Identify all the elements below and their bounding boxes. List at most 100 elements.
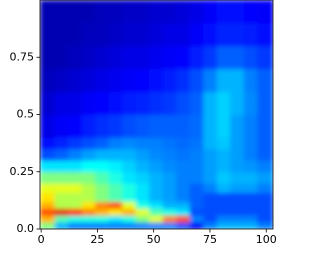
heatmap-cell <box>162 68 177 93</box>
y-tick-label: 0.75 <box>10 50 35 63</box>
heatmap-cell <box>243 137 258 150</box>
heatmap-cell <box>54 22 69 47</box>
heatmap-cell <box>108 201 123 209</box>
heatmap-cell <box>257 22 273 47</box>
heatmap-cell <box>149 192 164 203</box>
heatmap-cell <box>40 91 56 115</box>
heatmap-cell <box>40 201 56 209</box>
heatmap-cell <box>68 22 83 47</box>
heatmap-cell <box>176 215 191 223</box>
heatmap-cell <box>149 160 164 173</box>
heatmap-cell <box>203 160 218 173</box>
heatmap-cell <box>95 183 110 193</box>
heatmap-cell <box>135 91 150 115</box>
heatmap-cell <box>230 183 245 193</box>
heatmap-cell <box>189 222 204 229</box>
heatmap-cell <box>216 68 231 93</box>
heatmap-cell <box>54 208 69 216</box>
heatmap-cell <box>162 222 177 229</box>
heatmap-cell <box>203 68 218 93</box>
heatmap-cell <box>81 91 96 115</box>
heatmap-cell <box>95 45 110 70</box>
heatmap-cell <box>40 137 56 150</box>
heatmap-cell <box>216 114 231 138</box>
heatmap-cell <box>81 68 96 93</box>
heatmap-cell <box>257 91 273 115</box>
heatmap-cell <box>108 68 123 93</box>
heatmap-cell <box>54 0 69 24</box>
heatmap-cell <box>40 160 56 173</box>
heatmap-cell <box>122 148 137 161</box>
heatmap-cell <box>162 22 177 47</box>
heatmap-cell <box>54 183 69 193</box>
heatmap-cell <box>176 0 191 24</box>
heatmap-cell <box>108 137 123 150</box>
heatmap-cell <box>149 201 164 209</box>
heatmap-cell <box>162 192 177 203</box>
heatmap-cell <box>40 192 56 203</box>
heatmap-cell <box>81 0 96 24</box>
heatmap-cell <box>216 222 231 229</box>
heatmap-cell <box>95 137 110 150</box>
heatmap-cell <box>40 22 56 47</box>
heatmap-cell <box>203 137 218 150</box>
heatmap-cell <box>189 201 204 209</box>
heatmap-cell <box>149 222 164 229</box>
heatmap-cell <box>149 171 164 184</box>
heatmap-cell <box>149 148 164 161</box>
heatmap-cell <box>108 192 123 203</box>
heatmap-cell <box>68 137 83 150</box>
heatmap-cell <box>176 208 191 216</box>
heatmap-cell <box>54 201 69 209</box>
heatmap-cell <box>122 114 137 138</box>
heatmap-cell <box>189 183 204 193</box>
heatmap-cell <box>257 208 273 216</box>
heatmap-cell <box>243 148 258 161</box>
heatmap-cell <box>54 45 69 70</box>
heatmap-cell <box>149 137 164 150</box>
heatmap-cell <box>108 114 123 138</box>
heatmap-cell <box>108 22 123 47</box>
heatmap-cell <box>230 208 245 216</box>
heatmap-cell <box>230 222 245 229</box>
heatmap-cell <box>135 45 150 70</box>
heatmap-cell <box>149 22 164 47</box>
heatmap-cell <box>135 160 150 173</box>
heatmap-cell <box>122 45 137 70</box>
heatmap-cell <box>216 91 231 115</box>
heatmap-cell <box>95 171 110 184</box>
heatmap-cell <box>257 222 273 229</box>
heatmap-cell <box>243 45 258 70</box>
heatmap-cell <box>176 183 191 193</box>
heatmap-cell <box>162 215 177 223</box>
heatmap-cell <box>257 45 273 70</box>
heatmap-cell <box>68 208 83 216</box>
heatmap-cell <box>189 45 204 70</box>
heatmap-cell <box>257 183 273 193</box>
heatmap-cell <box>243 91 258 115</box>
heatmap-cell <box>243 183 258 193</box>
heatmap-cell <box>162 201 177 209</box>
heatmap-cell <box>203 183 218 193</box>
heatmap-cell <box>135 201 150 209</box>
heatmap-cell <box>176 22 191 47</box>
heatmap-cell <box>68 171 83 184</box>
y-tick-label: 0.25 <box>10 165 35 178</box>
heatmap-cell <box>149 114 164 138</box>
heatmap-cell <box>162 208 177 216</box>
heatmap-cell <box>108 148 123 161</box>
heatmap-cell <box>108 208 123 216</box>
x-tick-label: 25 <box>90 233 104 246</box>
heatmap-cell <box>54 148 69 161</box>
heatmap-cell <box>230 215 245 223</box>
heatmap-cell <box>108 171 123 184</box>
heatmap-cell <box>135 114 150 138</box>
heatmap-cell <box>54 222 69 229</box>
heatmap-cell <box>68 114 83 138</box>
heatmap-cell <box>108 91 123 115</box>
heatmap-cell <box>40 171 56 184</box>
heatmap-cell <box>122 215 137 223</box>
heatmap-cell <box>81 183 96 193</box>
heatmap-cell <box>243 208 258 216</box>
heatmap-cell <box>230 148 245 161</box>
